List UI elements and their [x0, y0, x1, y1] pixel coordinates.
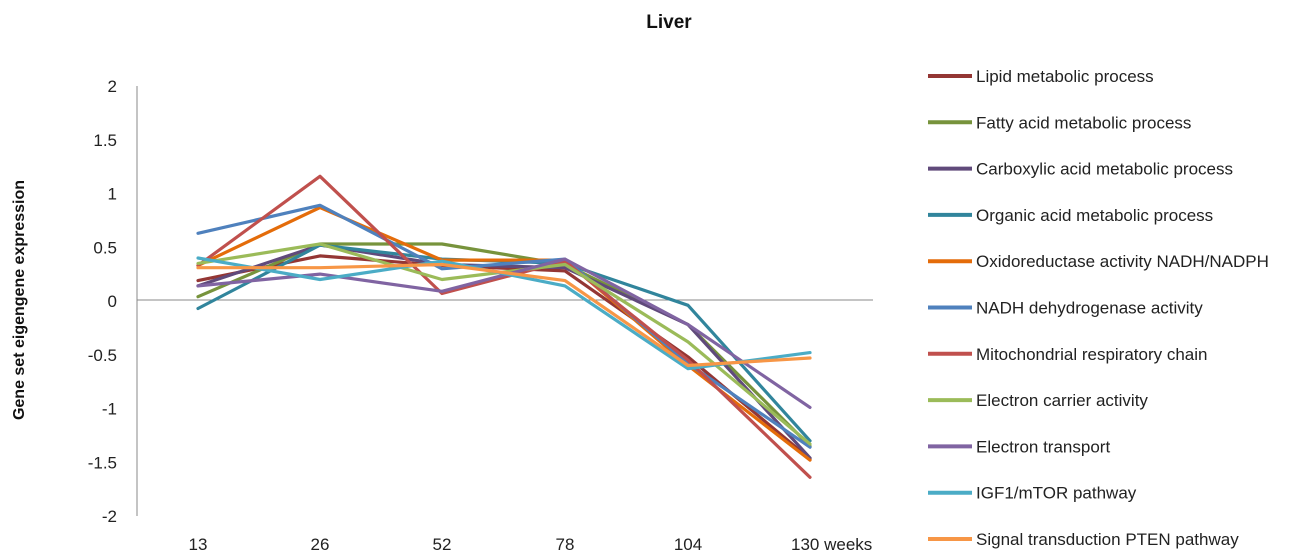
y-tick-label: 2 — [108, 77, 117, 96]
legend-item: Mitochondrial respiratory chain — [928, 345, 1208, 364]
y-tick-label: -0.5 — [88, 346, 117, 365]
legend-label: Electron carrier activity — [976, 391, 1148, 410]
legend-item: Fatty acid metabolic process — [928, 113, 1191, 132]
legend-item: Lipid metabolic process — [928, 67, 1154, 86]
legend-label: Fatty acid metabolic process — [976, 113, 1191, 132]
legend-label: Mitochondrial respiratory chain — [976, 345, 1208, 364]
legend-label: Oxidoreductase activity NADH/NADPH — [976, 252, 1269, 271]
y-tick-label: -2 — [102, 507, 117, 526]
x-tick-label: 78 — [556, 535, 575, 552]
legend-item: NADH dehydrogenase activity — [928, 299, 1203, 318]
legend-label: Lipid metabolic process — [976, 67, 1154, 86]
series-line-oxidoreductase-activity-nadh-nadph — [196, 205, 812, 462]
legend: Lipid metabolic process Fatty acid metabo… — [928, 67, 1269, 549]
x-tick-label: 52 — [433, 535, 452, 552]
series-line-igf1-mtor-pathway — [196, 256, 812, 371]
x-tick-label: 104 — [674, 535, 702, 552]
legend-item: Organic acid metabolic process — [928, 206, 1213, 225]
y-ticks: 2 1.5 1 0.5 0 -0.5 -1 -1.5 -2 — [88, 77, 117, 526]
series-lines — [196, 174, 812, 479]
legend-label: Organic acid metabolic process — [976, 206, 1213, 225]
legend-item: Electron transport — [928, 437, 1110, 456]
series-line-signal-transduction-pten-pathway — [196, 262, 812, 368]
series-line-mitochondrial-respiratory-chain — [196, 174, 812, 479]
legend-item: Carboxylic acid metabolic process — [928, 160, 1233, 179]
y-tick-label: -1 — [102, 400, 117, 419]
x-ticks: 13 26 52 78 104 130 weeks — [189, 535, 873, 552]
x-tick-label: 130 weeks — [791, 535, 872, 552]
x-tick-label: 26 — [311, 535, 330, 552]
y-tick-label: 1.5 — [93, 131, 117, 150]
legend-label: IGF1/mTOR pathway — [976, 484, 1137, 503]
legend-label: Signal transduction PTEN pathway — [976, 530, 1239, 549]
chart-title: Liver — [646, 12, 692, 33]
legend-item: IGF1/mTOR pathway — [928, 484, 1137, 503]
legend-label: Carboxylic acid metabolic process — [976, 160, 1233, 179]
series-line-nadh-dehydrogenase-activity — [196, 203, 812, 449]
legend-item: Electron carrier activity — [928, 391, 1148, 410]
legend-item: Oxidoreductase activity NADH/NADPH — [928, 252, 1269, 271]
legend-label: Electron transport — [976, 437, 1110, 456]
y-tick-label: 1 — [108, 185, 117, 204]
legend-label: NADH dehydrogenase activity — [976, 299, 1203, 318]
series-line-carboxylic-acid-metabolic-process — [196, 243, 812, 460]
series-line-lipid-metabolic-process — [196, 254, 812, 461]
y-tick-label: -1.5 — [88, 453, 117, 472]
x-tick-label: 13 — [189, 535, 208, 552]
y-axis-label: Gene set eigengene expression — [11, 180, 28, 420]
y-tick-label: 0.5 — [93, 238, 117, 257]
legend-item: Signal transduction PTEN pathway — [928, 530, 1239, 549]
y-tick-label: 0 — [108, 292, 117, 311]
